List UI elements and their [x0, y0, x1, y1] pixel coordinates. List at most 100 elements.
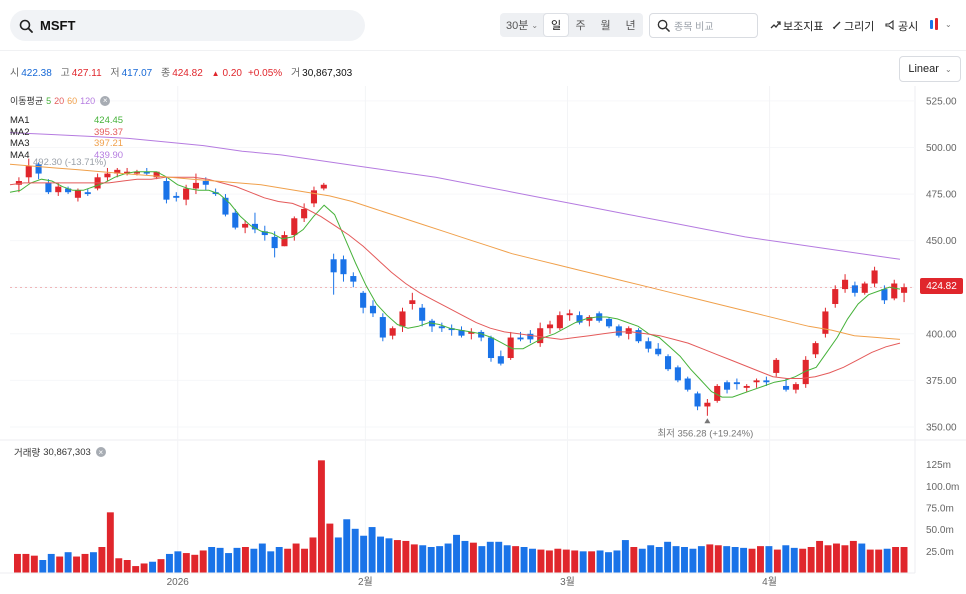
compare-input[interactable]: 종목 비교: [649, 13, 758, 38]
volume-label: 거: [290, 68, 301, 79]
volume-bar: [385, 538, 393, 573]
volume-bar: [748, 548, 756, 573]
candle-body: [183, 188, 190, 200]
volume-bar: [402, 540, 410, 573]
volume-bar: [377, 536, 384, 573]
y-tick-label: 525.00: [926, 96, 957, 107]
candle-body: [605, 318, 613, 327]
candle-body: [232, 212, 239, 228]
volume-value: 30,867,303: [302, 68, 353, 79]
candle-body: [114, 169, 121, 174]
interval-dropdown[interactable]: 30분 ⌄: [500, 14, 544, 36]
low-marker-arrow: [704, 418, 711, 424]
period-week-tab[interactable]: 주: [575, 20, 586, 32]
candle-body: [576, 315, 583, 323]
volume-bar: [672, 546, 680, 573]
candle-body: [55, 186, 62, 193]
volume-tick-label: 100.0m: [926, 482, 959, 493]
x-tick-label: 2026: [167, 577, 190, 588]
scale-dropdown[interactable]: Linear ⌄: [899, 56, 961, 82]
y-tick-label: 350.00: [926, 422, 957, 433]
candle-body: [881, 289, 888, 301]
volume-tick-label: 125m: [926, 460, 951, 471]
volume-bar: [503, 545, 511, 573]
chevron-down-icon: ⌄: [531, 20, 539, 30]
volume-bar: [64, 552, 72, 573]
candle-body: [202, 181, 209, 185]
price-chart[interactable]: 525.00500.00475.00450.00425.00400.00375.…: [0, 86, 966, 594]
volume-bar: [81, 553, 89, 573]
volume-bar: [537, 549, 545, 573]
volume-bar: [621, 540, 629, 573]
volume-bar: [495, 541, 503, 573]
indicator-button[interactable]: 보조지표: [770, 18, 823, 34]
megaphone-icon: [885, 19, 896, 33]
volume-bar: [191, 554, 199, 573]
symbol-text[interactable]: MSFT: [40, 18, 76, 33]
period-year-tab[interactable]: 년: [625, 20, 636, 32]
volume-bar: [647, 545, 655, 573]
volume-bar: [89, 552, 97, 573]
candle-body: [448, 328, 455, 331]
volume-bar: [588, 551, 596, 573]
volume-bar: [824, 545, 832, 573]
volume-bar: [638, 548, 646, 573]
candle-body: [360, 292, 367, 308]
candle-body: [25, 166, 32, 178]
candle-body: [763, 380, 770, 383]
volume-bar: [900, 547, 908, 573]
symbol-search[interactable]: MSFT: [10, 10, 365, 41]
volume-bar: [334, 537, 342, 573]
ma-legend-row: MA3 397.21: [10, 138, 125, 150]
ma-name: MA3: [10, 138, 30, 149]
candle-body: [340, 259, 347, 275]
volume-bar: [73, 556, 81, 573]
candle-body: [497, 356, 504, 364]
ma-name: MA4: [10, 149, 30, 161]
close-icon[interactable]: ×: [95, 447, 106, 457]
ma-legend-row: MA4 439.90: [10, 150, 125, 162]
volume-bar: [478, 546, 486, 573]
volume-bar: [866, 549, 874, 573]
volume-bar: [22, 553, 30, 573]
candle-body: [74, 190, 81, 198]
candle-body: [163, 181, 170, 200]
candle-body: [409, 300, 416, 304]
ma-line: [9, 163, 901, 340]
volume-bar: [714, 545, 722, 573]
search-icon: [19, 19, 33, 33]
candle-body: [517, 337, 524, 340]
low-label: 저: [110, 68, 120, 79]
ma-line: [9, 176, 901, 379]
pencil-icon: [832, 20, 842, 33]
ma-line: [9, 132, 901, 260]
candle-body: [625, 328, 632, 334]
candle-body: [783, 385, 790, 390]
draw-button[interactable]: 그리기: [832, 18, 874, 34]
volume-bar: [833, 543, 840, 573]
x-tick-label: 3월: [560, 576, 575, 588]
volume-bar: [115, 558, 123, 573]
volume-bar: [790, 547, 798, 573]
ma-name: MA1: [10, 115, 30, 126]
period-day-tab[interactable]: 일: [544, 14, 568, 36]
candle-body: [369, 305, 377, 314]
low-marker-label: 최저 356.28 (+19.24%): [657, 428, 753, 439]
y-tick-label: 500.00: [926, 143, 957, 154]
volume-bar: [706, 544, 714, 573]
search-icon: [657, 19, 670, 32]
candle-body: [645, 341, 652, 349]
chart-style-dropdown[interactable]: ⌄: [930, 18, 952, 30]
volume-bar: [106, 512, 114, 573]
candle-body: [261, 231, 268, 236]
close-icon[interactable]: ×: [100, 95, 111, 106]
disclosure-button[interactable]: 공시: [885, 18, 918, 34]
volume-bar: [757, 546, 764, 573]
period-month-tab[interactable]: 월: [600, 20, 611, 32]
volume-bar: [275, 547, 283, 573]
compare-placeholder: 종목 비교: [674, 22, 714, 33]
candle-body: [635, 330, 642, 342]
ma-value: 395.37: [94, 126, 124, 138]
volume-bar: [562, 549, 570, 573]
volume-bar: [520, 547, 528, 573]
